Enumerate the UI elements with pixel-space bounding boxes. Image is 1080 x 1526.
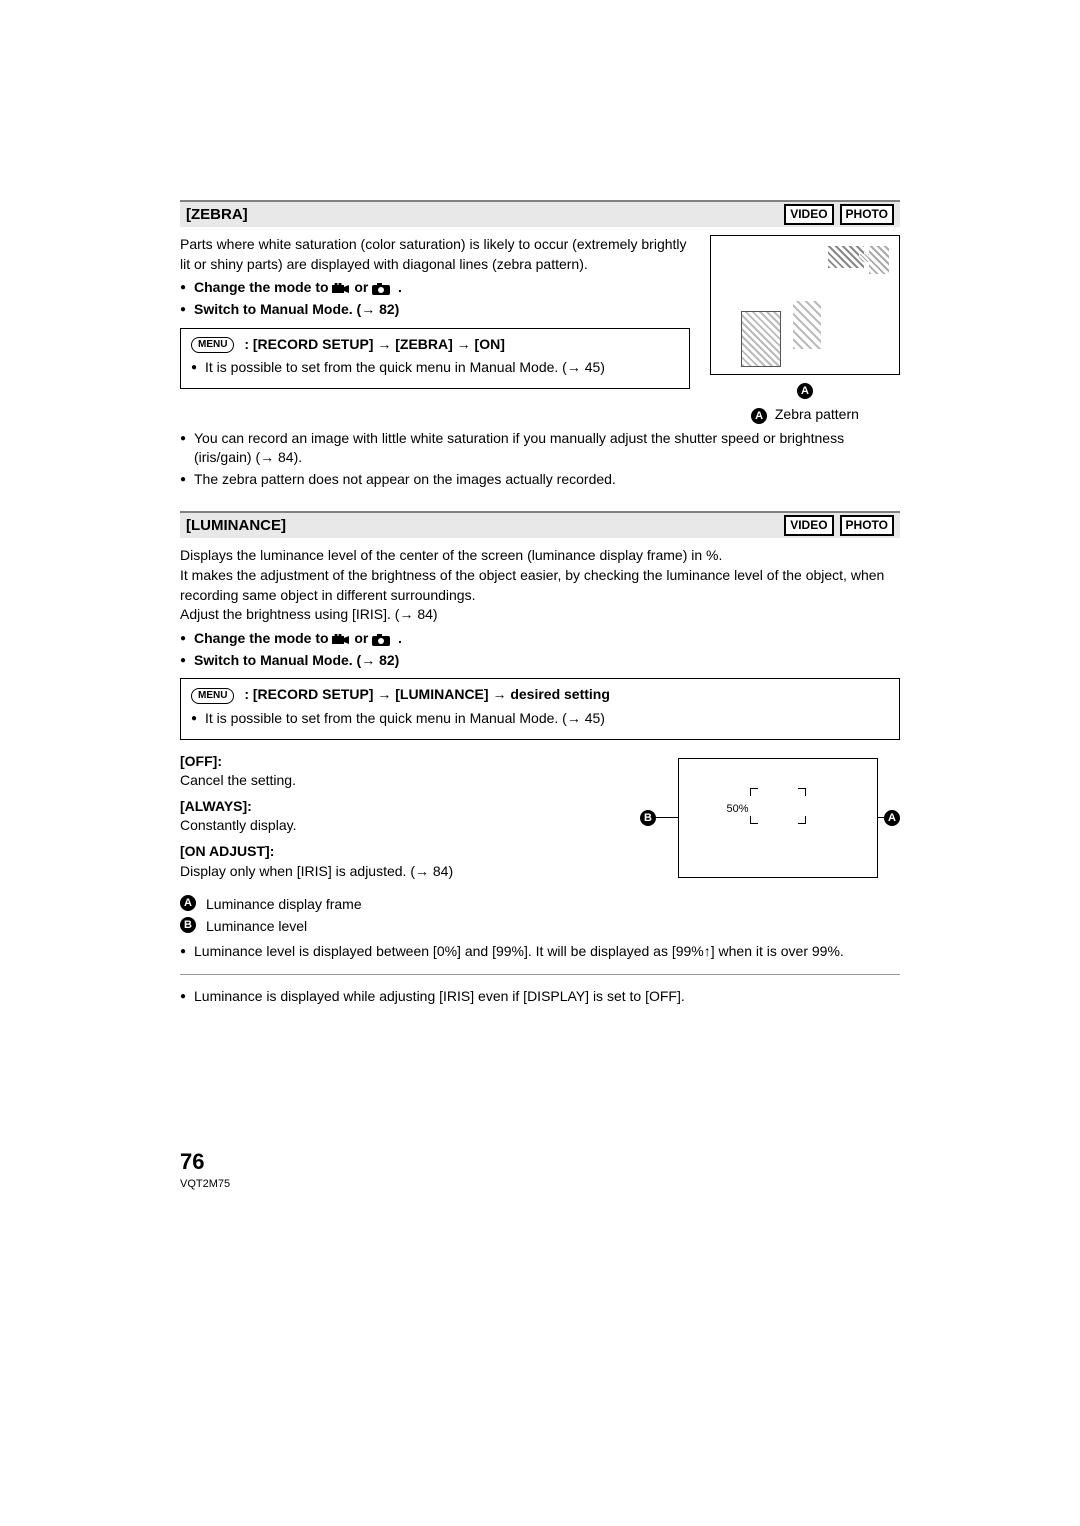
zebra-header: [ZEBRA] VIDEO PHOTO: [180, 200, 900, 227]
legend-a-row: A Luminance display frame: [180, 895, 620, 915]
zebra-hatch-icon: [793, 301, 821, 349]
adjust-text: Display only when [IRIS] is adjusted. (→…: [180, 862, 620, 882]
zebra-after-bullets: You can record an image with little whit…: [180, 429, 900, 490]
zebra-menu-path-row: MENU : [RECORD SETUP] → [ZEBRA] → [ON]: [191, 335, 679, 355]
zebra-title: [ZEBRA]: [186, 204, 248, 225]
marker-a: A: [884, 810, 900, 826]
luminance-header: [LUMINANCE] VIDEO PHOTO: [180, 511, 900, 538]
luminance-menu-note-list: It is possible to set from the quick men…: [191, 709, 889, 729]
zebra-after-2: The zebra pattern does not appear on the…: [180, 470, 900, 490]
luminance-intro3: Adjust the brightness using [IRIS]. (→ 8…: [180, 605, 900, 625]
luminance-menu-path: : [RECORD SETUP] → [LUMINANCE] → desired…: [244, 686, 610, 702]
luminance-final: Luminance is displayed while adjusting […: [180, 987, 900, 1007]
luminance-intro1: Displays the luminance level of the cent…: [180, 546, 900, 566]
video-mode-icon: [332, 629, 350, 649]
luminance-after-1: Luminance level is displayed between [0%…: [180, 942, 900, 962]
zebra-text-col: Parts where white saturation (color satu…: [180, 235, 690, 425]
luminance-options-row: [OFF]: Cancel the setting. [ALWAYS]: Con…: [180, 752, 900, 939]
luminance-intro2: It makes the adjustment of the brightnes…: [180, 566, 900, 605]
off-label: [OFF]:: [180, 752, 620, 772]
luminance-value: 50%: [727, 802, 749, 817]
zebra-menu-note: It is possible to set from the quick men…: [191, 358, 679, 378]
marker-b: B: [640, 810, 656, 826]
zebra-hatch-icon: [741, 311, 781, 367]
zebra-menu-path: : [RECORD SETUP] → [ZEBRA] → [ON]: [244, 336, 505, 352]
luminance-mode-bullet: Change the mode to or .: [180, 629, 900, 649]
luminance-after-bullets: Luminance level is displayed between [0%…: [180, 942, 900, 962]
luminance-badges: VIDEO PHOTO: [784, 515, 894, 536]
adjust-label: [ON ADJUST]:: [180, 842, 620, 862]
zebra-hatch-icon: [859, 254, 869, 262]
luminance-menu-path-row: MENU : [RECORD SETUP] → [LUMINANCE] → de…: [191, 685, 889, 705]
luminance-menu-box: MENU : [RECORD SETUP] → [LUMINANCE] → de…: [180, 678, 900, 739]
badge-video: VIDEO: [784, 204, 833, 225]
zebra-illustration-col: A A Zebra pattern: [710, 235, 900, 425]
zebra-marker-a: A: [797, 380, 813, 400]
menu-button-icon: MENU: [191, 337, 234, 353]
page-number: 76: [180, 1147, 900, 1178]
luminance-manual-bullet: Switch to Manual Mode. (→ 82): [180, 651, 900, 671]
zebra-menu-box: MENU : [RECORD SETUP] → [ZEBRA] → [ON] I…: [180, 328, 690, 389]
zebra-menu-note-list: It is possible to set from the quick men…: [191, 358, 679, 378]
luminance-options-text: [OFF]: Cancel the setting. [ALWAYS]: Con…: [180, 752, 620, 939]
always-text: Constantly display.: [180, 816, 620, 836]
badge-video: VIDEO: [784, 515, 833, 536]
video-mode-icon: [332, 279, 350, 299]
badge-photo: PHOTO: [840, 515, 894, 536]
badge-photo: PHOTO: [840, 204, 894, 225]
legend-b-text: Luminance level: [206, 917, 307, 937]
luminance-menu-note: It is possible to set from the quick men…: [191, 709, 889, 729]
zebra-illustration: A: [710, 235, 900, 375]
zebra-manual-bullet: Switch to Manual Mode. (→ 82): [180, 300, 690, 320]
legend-a-text: Luminance display frame: [206, 895, 362, 915]
always-label: [ALWAYS]:: [180, 797, 620, 817]
off-text: Cancel the setting.: [180, 771, 620, 791]
luminance-final-bullets: Luminance is displayed while adjusting […: [180, 987, 900, 1007]
luminance-illustration: B 50% A: [640, 752, 900, 939]
zebra-hatch-icon: [869, 246, 889, 274]
photo-mode-icon: [372, 279, 390, 299]
luminance-frame: 50%: [678, 758, 878, 878]
zebra-after-1: You can record an image with little whit…: [180, 429, 900, 468]
menu-button-icon: MENU: [191, 688, 234, 704]
zebra-mode-bullet: Change the mode to or .: [180, 278, 690, 298]
luminance-pre-bullets: Change the mode to or . Switch to Manual…: [180, 629, 900, 671]
legend-b-row: B Luminance level: [180, 917, 620, 937]
doc-code: VQT2M75: [180, 1177, 900, 1192]
zebra-content-row: Parts where white saturation (color satu…: [180, 235, 900, 425]
zebra-caption: A Zebra pattern: [710, 405, 900, 425]
zebra-pre-bullets: Change the mode to or . Switch to Manual…: [180, 278, 690, 320]
photo-mode-icon: [372, 629, 390, 649]
divider: [180, 974, 900, 975]
zebra-badges: VIDEO PHOTO: [784, 204, 894, 225]
zebra-intro: Parts where white saturation (color satu…: [180, 235, 690, 274]
luminance-title: [LUMINANCE]: [186, 515, 286, 536]
